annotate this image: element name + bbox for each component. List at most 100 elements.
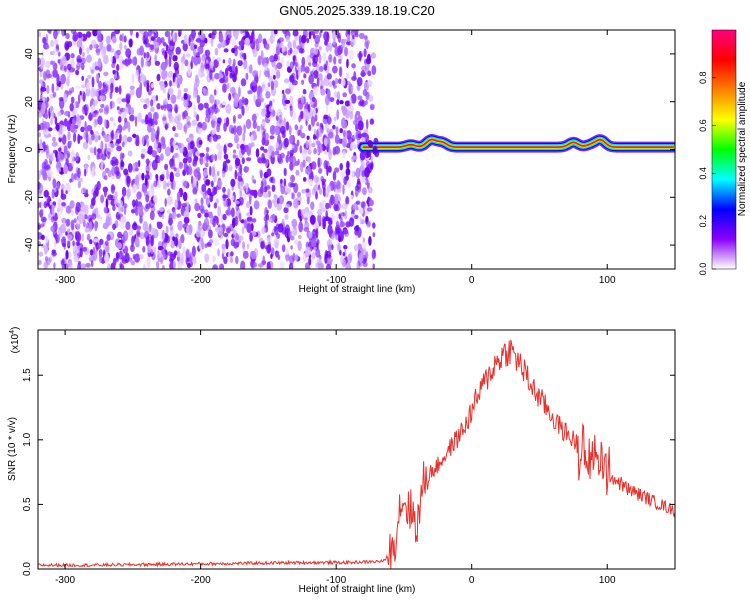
noise-speckle — [366, 79, 373, 88]
noise-speckle — [356, 77, 363, 87]
noise-speckle — [344, 47, 348, 57]
noise-speckle — [281, 244, 286, 253]
noise-speckle — [146, 51, 150, 59]
noise-speckle — [321, 207, 327, 213]
noise-speckle — [233, 149, 236, 154]
noise-speckle — [98, 81, 103, 89]
noise-speckle — [235, 255, 239, 265]
noise-speckle — [121, 186, 127, 197]
noise-speckle — [198, 67, 204, 78]
noise-speckle — [228, 124, 234, 134]
noise-speckle — [240, 30, 243, 35]
noise-speckle — [294, 239, 298, 245]
noise-speckle — [328, 244, 332, 252]
noise-speckle — [283, 178, 287, 187]
noise-speckle — [117, 199, 124, 208]
noise-speckle — [317, 208, 323, 216]
noise-speckle — [193, 50, 197, 56]
noise-speckle — [91, 197, 96, 206]
noise-speckle — [134, 253, 141, 263]
noise-speckle — [266, 261, 271, 269]
noise-speckle — [283, 78, 290, 84]
noise-speckle — [251, 113, 257, 122]
noise-speckle — [128, 58, 133, 64]
noise-speckle — [167, 70, 174, 78]
noise-speckle — [183, 180, 189, 188]
noise-speckle — [294, 62, 299, 67]
noise-speckle — [230, 86, 236, 94]
noise-speckle — [209, 94, 215, 104]
noise-speckle — [275, 241, 279, 249]
noise-speckle — [167, 195, 173, 206]
noise-speckle — [80, 263, 87, 269]
noise-speckle — [111, 130, 114, 140]
noise-speckle — [61, 202, 66, 207]
noise-speckle — [303, 252, 307, 263]
noise-speckle — [301, 95, 304, 105]
noise-speckle — [165, 235, 171, 244]
noise-speckle — [142, 246, 146, 253]
noise-speckle — [357, 120, 364, 131]
noise-speckle — [234, 32, 239, 40]
noise-speckle — [308, 138, 312, 147]
noise-speckle — [45, 257, 51, 266]
noise-speckle — [215, 198, 219, 204]
noise-speckle — [104, 253, 110, 263]
noise-speckle — [252, 218, 257, 223]
noise-speckle — [134, 115, 138, 127]
noise-speckle — [323, 159, 328, 170]
noise-speckle — [320, 264, 325, 269]
noise-speckle — [87, 155, 91, 160]
noise-speckle — [265, 91, 271, 99]
noise-speckle — [230, 251, 234, 257]
noise-speckle — [210, 180, 214, 188]
noise-speckle — [197, 55, 201, 65]
noise-speckle — [209, 60, 214, 69]
noise-speckle — [81, 233, 85, 242]
noise-speckle — [271, 184, 276, 192]
noise-speckle — [357, 95, 363, 101]
noise-speckle — [61, 55, 67, 65]
noise-speckle — [176, 256, 180, 262]
noise-speckle — [361, 241, 367, 250]
noise-speckle — [303, 73, 307, 79]
noise-speckle — [165, 44, 169, 52]
noise-speckle — [176, 191, 181, 202]
noise-speckle — [365, 40, 369, 50]
noise-speckle — [262, 38, 267, 45]
noise-speckle — [55, 85, 60, 91]
noise-speckle — [158, 257, 162, 263]
noise-speckle — [93, 190, 97, 200]
noise-speckle — [328, 42, 333, 52]
noise-speckle — [164, 50, 168, 56]
noise-speckle — [61, 258, 65, 269]
noise-speckle — [57, 198, 62, 209]
noise-speckle — [40, 216, 47, 223]
noise-speckle — [211, 166, 215, 178]
noise-speckle — [249, 205, 253, 216]
noise-speckle — [206, 199, 210, 205]
noise-speckle — [305, 262, 310, 269]
noise-speckle — [70, 124, 74, 133]
noise-speckle — [265, 213, 270, 221]
noise-speckle — [249, 193, 252, 205]
noise-speckle — [193, 82, 198, 93]
noise-speckle — [89, 147, 95, 153]
noise-speckle — [63, 118, 68, 127]
noise-speckle — [320, 30, 323, 33]
noise-speckle — [289, 255, 294, 265]
noise-speckle — [118, 85, 122, 95]
noise-speckle — [152, 227, 157, 236]
noise-speckle — [288, 95, 294, 107]
noise-speckle — [308, 74, 315, 85]
noise-speckle — [285, 224, 290, 235]
noise-speckle — [258, 157, 264, 164]
noise-speckle — [219, 78, 226, 84]
noise-speckle — [341, 203, 348, 210]
noise-speckle — [164, 97, 168, 105]
noise-speckle — [207, 211, 213, 219]
noise-speckle — [181, 251, 187, 259]
noise-speckle — [265, 43, 270, 50]
noise-speckle — [145, 194, 150, 203]
noise-speckle — [226, 83, 230, 90]
